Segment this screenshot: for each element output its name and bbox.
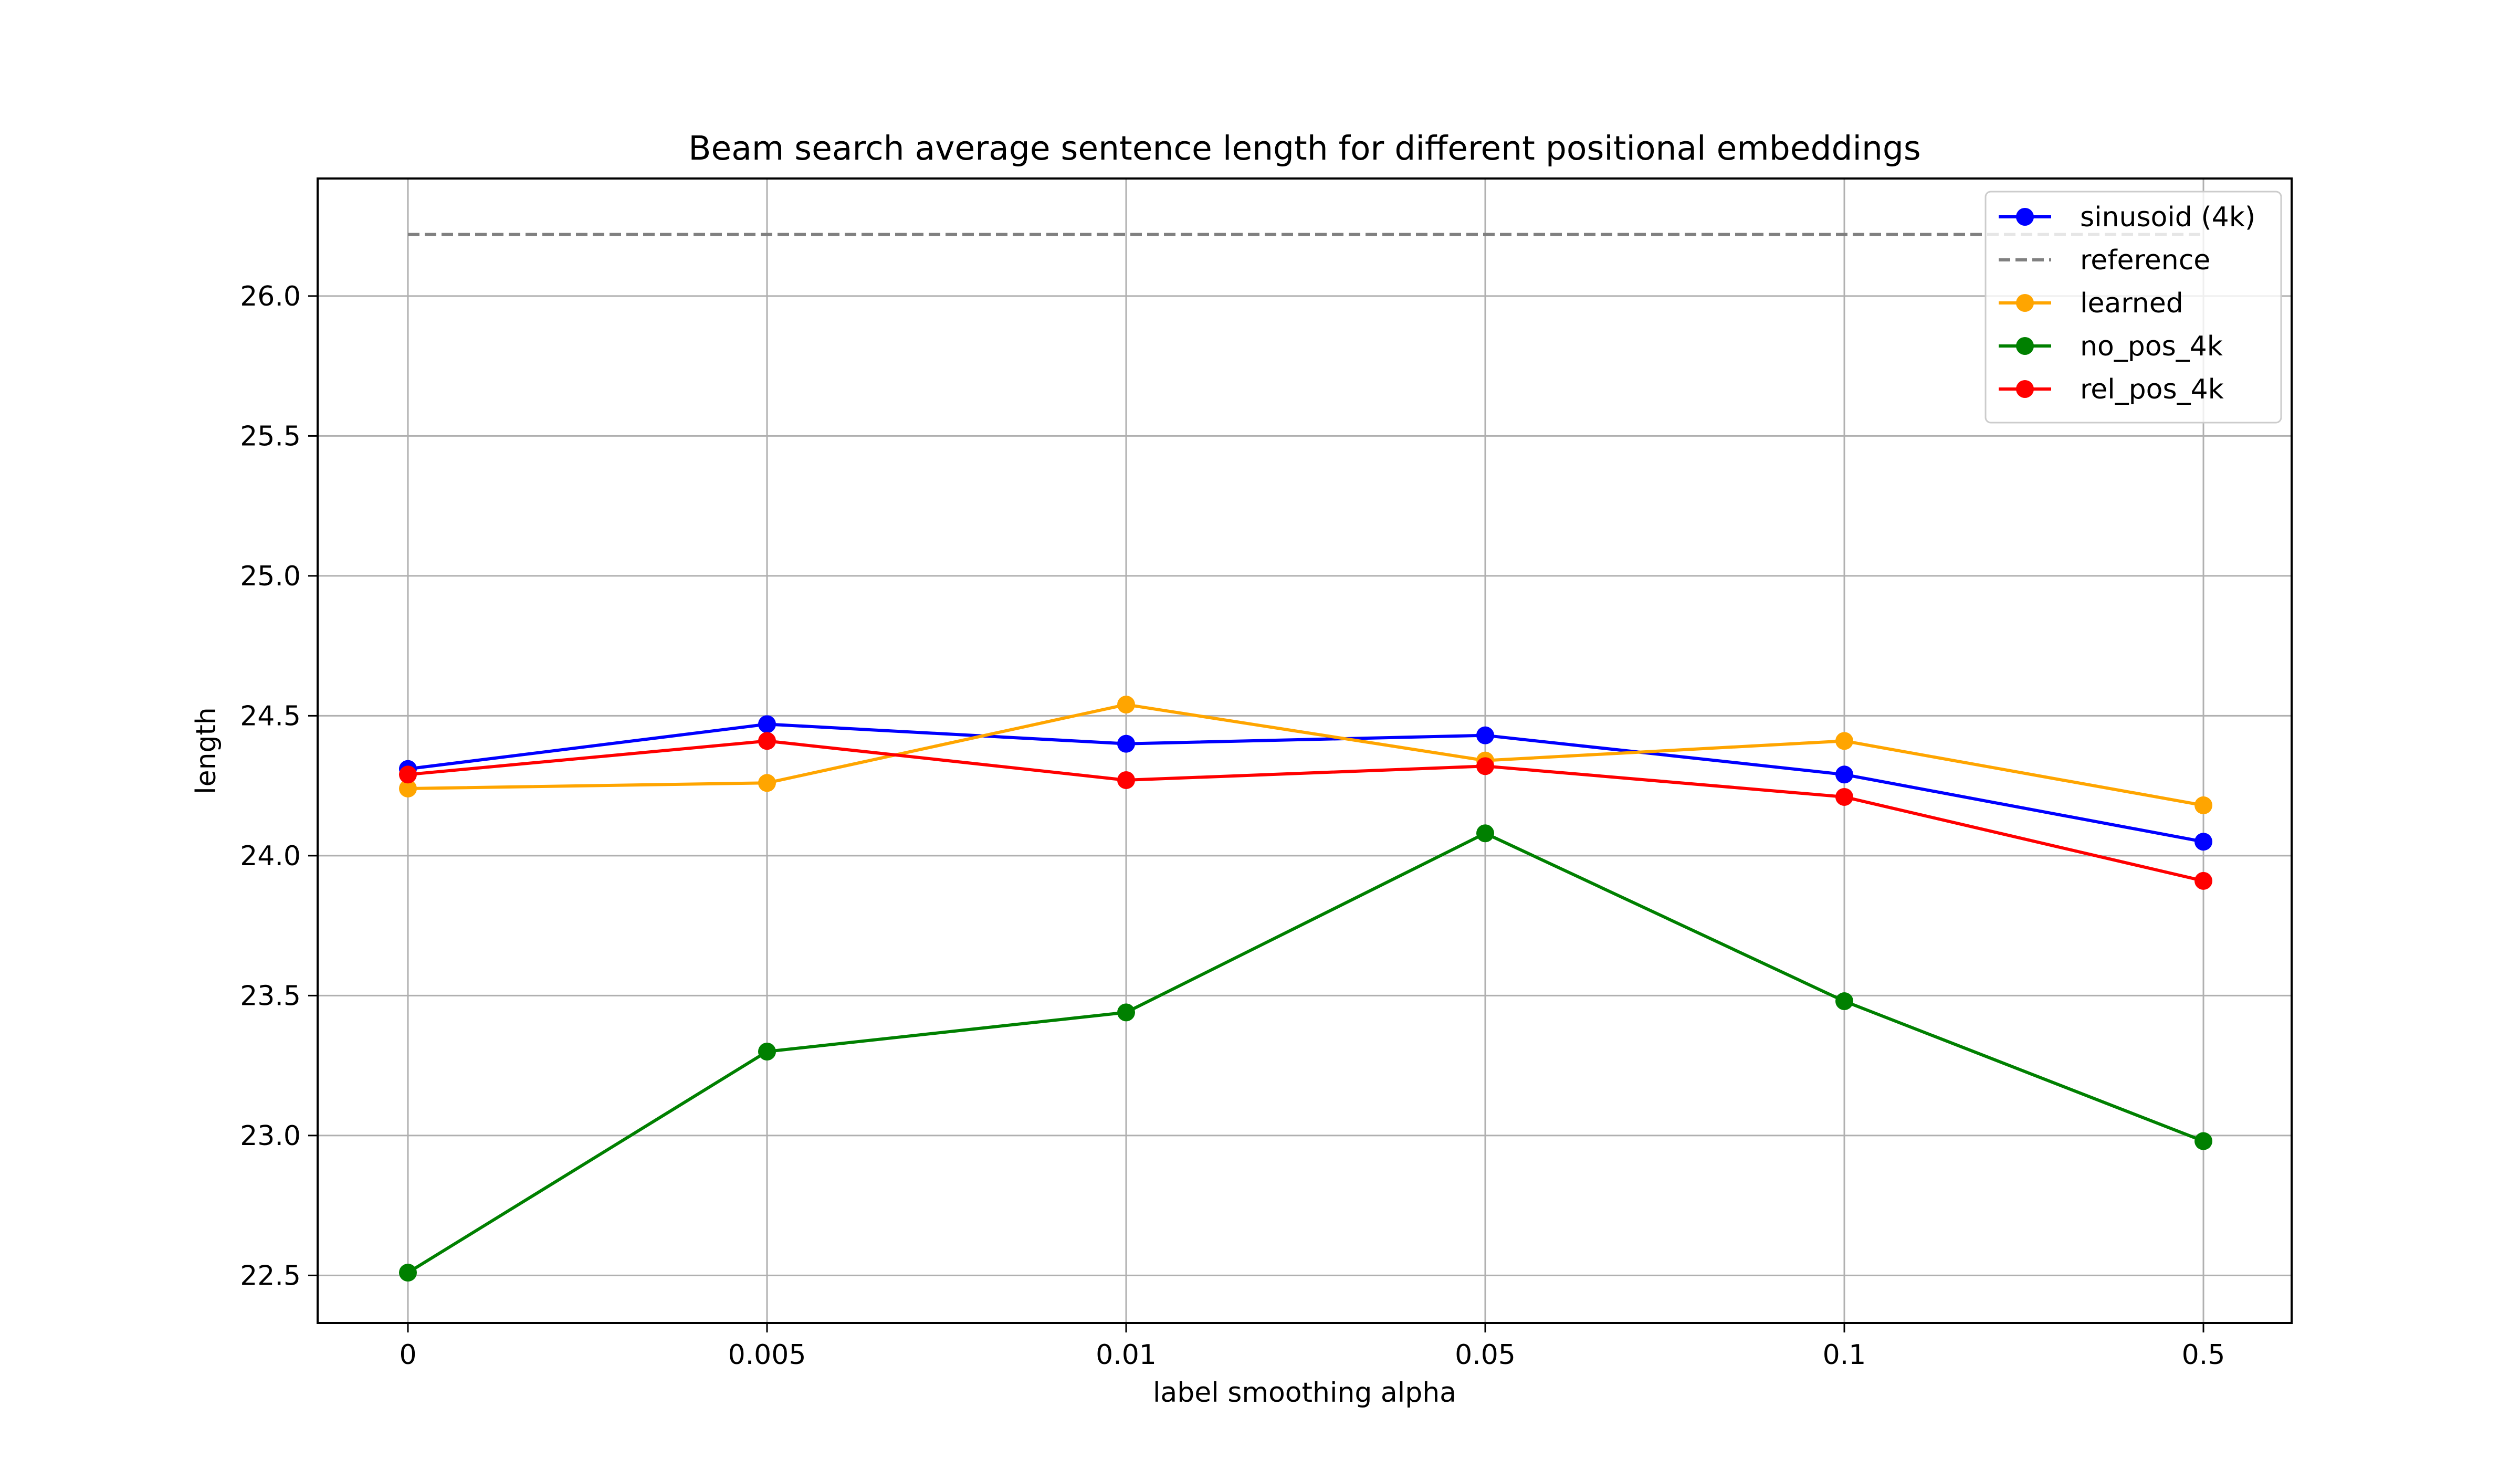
x-tick-label: 0 — [399, 1339, 416, 1371]
data-point-no-pos-4k — [1476, 824, 1494, 843]
x-axis-ticks: 0 0.005 0.01 0.05 0.1 0.5 — [399, 1323, 2225, 1371]
legend-entry-rel-pos-4k: rel_pos_4k — [2080, 374, 2224, 405]
y-tick-label: 23.5 — [240, 980, 301, 1012]
data-point-learned — [399, 779, 417, 797]
legend-marker-learned — [2016, 294, 2034, 312]
data-point-rel-pos-4k — [1117, 771, 1135, 789]
data-point-rel-pos-4k — [758, 732, 776, 750]
data-point-learned — [1117, 696, 1135, 714]
data-point-learned — [2194, 796, 2212, 814]
y-tick-label: 23.0 — [240, 1120, 301, 1152]
data-point-sinusoid-4k — [1835, 765, 1853, 784]
data-point-learned — [1835, 732, 1853, 750]
series-no-pos-4k — [399, 824, 2212, 1282]
x-tick-label: 0.1 — [1823, 1339, 1866, 1371]
series-line-learned — [407, 703, 2204, 807]
x-tick-label: 0.5 — [2182, 1339, 2225, 1371]
data-point-no-pos-4k — [1835, 992, 1853, 1011]
x-tick-label: 0.005 — [728, 1339, 806, 1371]
legend-marker-sinusoid-4k — [2016, 208, 2034, 226]
y-axis-label: length — [191, 707, 222, 794]
series-learned — [399, 696, 2212, 814]
y-tick-label: 26.0 — [240, 281, 301, 312]
data-point-rel-pos-4k — [2194, 872, 2212, 890]
legend-marker-no-pos-4k — [2016, 337, 2034, 355]
data-point-rel-pos-4k — [1476, 757, 1494, 775]
legend-box — [1984, 191, 2282, 424]
data-point-sinusoid-4k — [1117, 734, 1135, 753]
legend-entry-reference: reference — [2080, 245, 2210, 276]
legend-entry-sinusoid-4k: sinusoid (4k) — [2080, 202, 2255, 233]
y-tick-label: 24.5 — [240, 700, 301, 732]
data-point-sinusoid-4k — [2194, 833, 2212, 851]
x-tick-label: 0.05 — [1455, 1339, 1516, 1371]
series-layer — [399, 233, 2212, 1282]
y-tick-label: 22.5 — [240, 1260, 301, 1292]
data-point-rel-pos-4k — [399, 765, 417, 784]
data-point-no-pos-4k — [758, 1042, 776, 1060]
y-tick-label: 24.0 — [240, 841, 301, 872]
data-point-learned — [758, 774, 776, 792]
data-point-no-pos-4k — [2194, 1132, 2212, 1150]
legend-marker-rel-pos-4k — [2016, 380, 2034, 398]
series-line-no-pos-4k — [407, 832, 2204, 1274]
data-point-rel-pos-4k — [1835, 788, 1853, 806]
y-tick-label: 25.0 — [240, 561, 301, 592]
x-axis-label: label smoothing alpha — [1153, 1377, 1456, 1409]
chart-title: Beam search average sentence length for … — [688, 129, 1920, 167]
series-line-rel-pos-4k — [407, 739, 2204, 883]
series-rel-pos-4k — [399, 732, 2212, 890]
data-point-no-pos-4k — [1117, 1003, 1135, 1022]
legend-entry-learned: learned — [2080, 288, 2183, 319]
data-point-sinusoid-4k — [1476, 726, 1494, 744]
y-tick-label: 25.5 — [240, 421, 301, 452]
data-point-sinusoid-4k — [758, 715, 776, 733]
x-tick-label: 0.01 — [1096, 1339, 1157, 1371]
legend-entry-no-pos-4k: no_pos_4k — [2080, 331, 2223, 362]
y-axis-ticks: 22.5 23.0 23.5 24.0 24.5 25.0 25.5 26.0 — [240, 281, 318, 1292]
data-point-no-pos-4k — [399, 1264, 417, 1282]
series-line-sinusoid-4k — [407, 722, 2204, 844]
plot-frame — [317, 177, 2293, 1324]
legend: sinusoid (4k) reference learned no_pos_4kre… — [1984, 191, 2282, 424]
